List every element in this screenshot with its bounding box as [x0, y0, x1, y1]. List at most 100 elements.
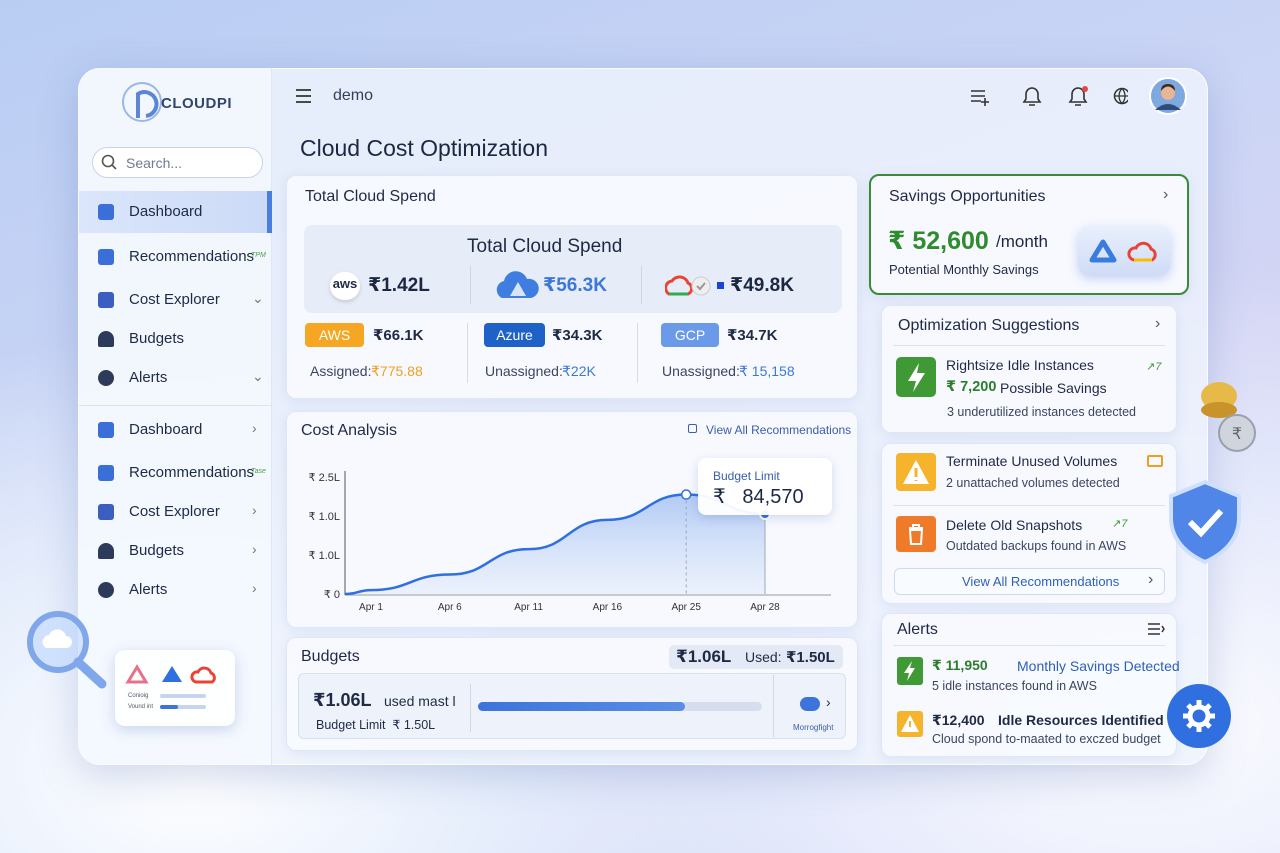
y-tick-label: ₹ 0 — [324, 589, 340, 601]
divider — [637, 323, 638, 383]
card-title: Alerts — [897, 621, 938, 638]
provider-cost: ₹34.3K — [552, 327, 603, 344]
suggestion-highlight: ₹ 7,200 — [946, 379, 997, 395]
view-button[interactable] — [894, 568, 1165, 595]
nav-item[interactable]: Recommendations — [129, 248, 255, 265]
card-title: Total Cloud Spend — [305, 188, 436, 205]
nav-icon — [98, 582, 114, 598]
suggestion-title: Rightsize Idle Instances — [946, 357, 1094, 373]
sidebar — [78, 68, 272, 765]
nav-item[interactable]: Dashboard — [129, 203, 203, 220]
chevron[interactable]: › — [1163, 186, 1169, 203]
magnifier — [27, 611, 107, 689]
progress-fill — [478, 702, 686, 711]
y-tick-label: ₹ 1.0L — [309, 550, 340, 562]
x-tick-label: Apr 25 — [671, 602, 701, 613]
workspace: demo — [333, 87, 374, 104]
nav-icon — [98, 504, 114, 520]
alert-text: Idle Resources Identified — [998, 712, 1164, 728]
search-icon — [101, 154, 117, 170]
provider-amount: ₹1.42L — [368, 275, 430, 296]
action-tag: ↗7 — [1112, 518, 1128, 530]
nav-item[interactable]: Alerts — [129, 369, 168, 386]
divider — [470, 684, 471, 732]
x-tick-label: Apr 11 — [514, 602, 543, 613]
x-tick-label: Apr 16 — [593, 602, 623, 613]
provider-cost: ₹66.1K — [373, 327, 424, 344]
alert-amount: ₹ 11,950 — [932, 657, 988, 673]
alerts-card — [881, 613, 1177, 757]
suggestion-tag: ↗7 — [1146, 361, 1162, 373]
shield — [1169, 479, 1241, 564]
alert-detail: Cloud spond to-maated to exczed budget — [932, 732, 1161, 746]
assign-value: ₹775.88 — [371, 363, 423, 379]
nav-icon — [98, 370, 114, 386]
divider — [893, 505, 1165, 506]
suggestion-detail: 3 underutilized instances detected — [947, 405, 1137, 419]
y-tick-label: ₹ 2.5L — [309, 472, 340, 484]
avatar[interactable] — [1149, 77, 1187, 115]
search-box[interactable] — [92, 147, 263, 178]
savings-period: /month — [996, 232, 1048, 251]
savings-amount: ₹ 52,600 — [888, 227, 989, 255]
divider — [467, 323, 468, 383]
chevron: ⌄ — [252, 290, 264, 306]
provider-amount: ₹49.8K — [730, 275, 794, 296]
spend-summary — [304, 225, 842, 313]
chevron[interactable]: › — [826, 694, 831, 710]
nav-icon — [98, 422, 114, 438]
nav-icon — [98, 292, 114, 308]
menu-icon[interactable] — [294, 88, 314, 104]
x-tick-label: Apr 1 — [359, 602, 383, 613]
nav-icon — [98, 204, 114, 220]
nav-item[interactable]: Recommendations — [129, 464, 255, 481]
nav-item[interactable]: Cost Explorer — [129, 291, 220, 308]
divider — [893, 345, 1165, 346]
cost-chart: ₹ 0 ₹ 1.0L ₹ 1.0L ₹ 2.5L Apr 1 Apr 6 Apr 11 Apr… — [309, 471, 831, 613]
action-title: Terminate Unused Volumes — [946, 453, 1118, 469]
nav-item[interactable]: Budgets — [129, 542, 185, 559]
alert-detail: 5 idle instances found in AWS — [932, 679, 1097, 693]
provider-amount: ₹56.3K — [543, 275, 607, 296]
budget-limit: Budget Limit ₹ 1.50L — [316, 718, 436, 732]
card-title: Savings Opportunities — [889, 188, 1046, 205]
link-icon — [688, 424, 697, 433]
settings-button[interactable] — [1166, 683, 1232, 749]
nav-divider — [79, 405, 272, 406]
provider-cost: ₹34.7K — [727, 327, 778, 344]
chevron: ⌄ — [252, 368, 264, 384]
provider-tag: GCP — [661, 323, 719, 347]
topbar-icons[interactable] — [968, 84, 1128, 110]
budget-amount: ₹1.06L — [313, 690, 372, 710]
x-tick-label: Apr 6 — [438, 602, 462, 613]
nav-item[interactable]: Dashboard — [129, 421, 203, 438]
chevron[interactable]: › — [1155, 315, 1161, 332]
assign-label: Unassigned: — [485, 363, 563, 379]
mini-text: Conioig — [128, 693, 149, 699]
provider-tag: AWS — [305, 323, 364, 347]
card-title: Cost Analysis — [301, 422, 398, 439]
mini-text: Vound int — [128, 704, 154, 710]
chevron: › — [1148, 571, 1154, 588]
divider — [641, 266, 642, 304]
spend-heading: Total Cloud Spend — [467, 236, 623, 257]
budget-used: ₹1.50L — [786, 649, 835, 666]
gcp-logo — [665, 275, 724, 296]
divider — [893, 645, 1165, 646]
nav-active-bar — [267, 191, 272, 233]
view-link[interactable]: View All Recommendations — [706, 423, 852, 437]
list-icon[interactable] — [1147, 622, 1165, 636]
nav-item[interactable]: Alerts — [129, 581, 168, 598]
x-tick-label: Apr 28 — [750, 602, 780, 613]
nav-item[interactable]: Cost Explorer — [129, 503, 220, 520]
tooltip — [698, 458, 832, 515]
action-detail: 2 unattached volumes detected — [946, 476, 1120, 490]
mail-icon — [1147, 455, 1163, 467]
page-title: Cloud Cost Optimization — [300, 135, 548, 161]
cloud-logos — [1089, 239, 1157, 263]
nav-icon — [98, 543, 114, 559]
nav-item[interactable]: Budgets — [129, 330, 185, 347]
action-detail: Outdated backups found in AWS — [946, 539, 1127, 553]
y-tick-label: ₹ 1.0L — [309, 511, 340, 523]
alert-amount: ₹12,400 — [932, 712, 985, 728]
